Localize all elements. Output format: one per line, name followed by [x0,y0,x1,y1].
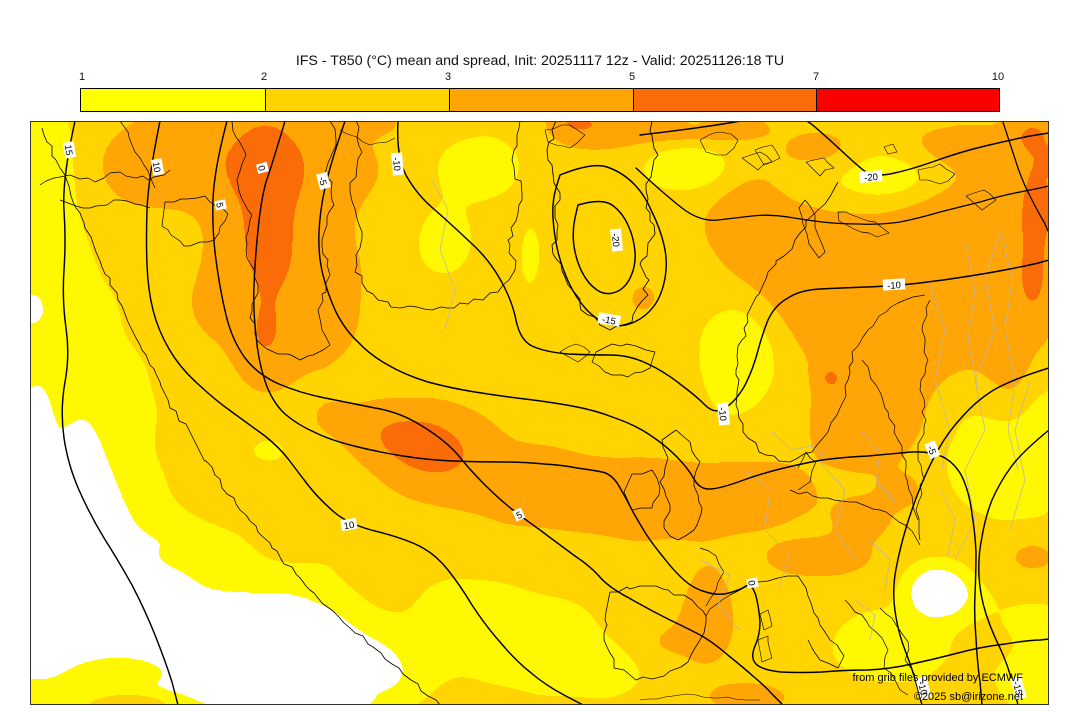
svg-text:-10: -10 [915,680,929,696]
svg-text:-10: -10 [887,280,901,292]
svg-text:-20: -20 [609,233,621,248]
svg-text:-5: -5 [924,444,937,456]
svg-text:10: 10 [343,520,355,533]
svg-text:-15: -15 [601,314,616,327]
svg-text:-5: -5 [316,176,329,187]
svg-text:0: 0 [745,580,757,587]
svg-text:10: 10 [150,161,163,173]
svg-text:-10: -10 [716,407,728,422]
svg-text:15: 15 [62,144,75,156]
svg-text:-20: -20 [864,172,879,184]
svg-text:5: 5 [213,202,225,209]
svg-text:0: 0 [255,164,267,172]
svg-text:5: 5 [515,510,524,522]
svg-text:-15: -15 [1010,680,1024,696]
svg-text:-10: -10 [390,157,402,172]
